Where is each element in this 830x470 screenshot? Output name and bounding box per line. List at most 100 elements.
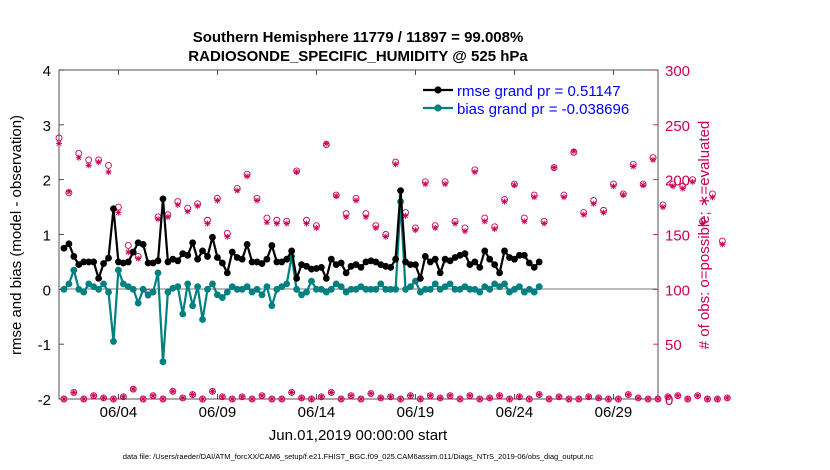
rmse-point	[174, 257, 182, 265]
bias-point	[367, 285, 375, 293]
bias-point	[471, 285, 479, 293]
bias-point	[204, 285, 211, 293]
obs-evaluated-marker	[669, 183, 676, 190]
rmse-point	[60, 244, 68, 252]
obs-evaluated-marker	[719, 241, 726, 248]
obs-evaluated-marker	[471, 168, 478, 175]
rmse-point	[194, 255, 202, 263]
bias-point	[149, 288, 157, 296]
bias-point	[248, 288, 256, 296]
obs-evaluated-marker	[397, 396, 404, 402]
obs-evaluated-marker	[570, 148, 577, 155]
obs-evaluated-marker	[219, 393, 226, 400]
obs-evaluated-marker	[70, 389, 77, 396]
obs-evaluated-marker	[536, 391, 543, 398]
rmse-point	[515, 251, 523, 259]
obs-evaluated-marker	[412, 227, 419, 234]
obs-evaluated-marker	[303, 220, 310, 227]
bias-point	[352, 285, 360, 293]
bias-point	[357, 283, 365, 290]
bias-point	[491, 280, 499, 288]
rmse-point	[372, 258, 380, 266]
bias-point	[402, 285, 409, 293]
chart-title-line2: RADIOSONDE_SPECIFIC_HUMIDITY @ 525 hPa	[188, 48, 528, 65]
bias-point	[70, 266, 78, 274]
bias-point	[377, 280, 385, 288]
bias-point	[253, 285, 261, 293]
obs-evaluated-marker	[407, 392, 414, 399]
rmse-point	[199, 247, 206, 255]
obs-evaluated-marker	[580, 211, 587, 218]
right-tick-label: 250	[665, 118, 690, 135]
obs-evaluated-marker	[254, 197, 261, 204]
bias-point	[164, 288, 172, 296]
legend-bias-label: bias grand pr = -0.038696	[457, 101, 629, 118]
x-tick-label: 06/24	[496, 404, 534, 421]
plot-area	[58, 69, 659, 400]
bias-point	[476, 288, 484, 296]
bias-point	[466, 285, 474, 293]
obs-evaluated-marker	[674, 392, 681, 399]
obs-evaluated-marker	[338, 396, 345, 402]
obs-evaluated-marker	[85, 162, 92, 169]
obs-evaluated-marker	[377, 394, 384, 401]
rmse-point	[466, 261, 474, 269]
rmse-point	[416, 274, 424, 282]
obs-evaluated-marker	[328, 389, 335, 396]
right-tick-label: 0	[665, 392, 673, 409]
rmse-point	[263, 255, 271, 263]
obs-evaluated-marker	[100, 394, 107, 401]
obs-evaluated-marker	[392, 161, 399, 168]
obs-evaluated-marker	[432, 224, 439, 231]
rmse-point	[80, 258, 88, 266]
rmse-point	[159, 195, 167, 203]
obs-evaluated-marker	[140, 396, 147, 402]
obs-evaluated-marker	[402, 212, 409, 219]
obs-evaluated-marker	[174, 201, 181, 208]
x-axis-label: Jun.01,2019 00:00:00 start	[269, 427, 448, 444]
obs-evaluated-marker	[590, 200, 597, 207]
rmse-point	[110, 205, 117, 213]
bias-point	[308, 277, 315, 285]
obs-evaluated-marker	[427, 392, 434, 399]
legend-bias-marker	[434, 104, 442, 112]
obs-evaluated-marker	[422, 181, 429, 188]
bias-point	[436, 285, 444, 293]
rmse-point	[496, 269, 503, 277]
bias-point	[243, 283, 251, 290]
bias-point	[179, 310, 187, 318]
obs-evaluated-marker	[610, 183, 617, 190]
obs-evaluated-marker	[110, 396, 117, 402]
obs-evaluated-marker	[293, 168, 300, 175]
bias-point	[486, 285, 494, 293]
bias-point	[342, 288, 350, 296]
rmse-point	[139, 240, 147, 248]
obs-evaluated-marker	[75, 154, 82, 161]
bias-point	[407, 283, 414, 290]
bias-point	[154, 269, 162, 277]
bias-point	[119, 280, 127, 288]
rmse-point	[144, 259, 152, 267]
rmse-point	[129, 248, 137, 256]
bias-point	[382, 285, 390, 293]
rmse-point	[352, 261, 360, 269]
bias-point	[273, 285, 281, 293]
bias-point	[129, 285, 137, 293]
rmse-point	[124, 258, 132, 266]
left-tick-label: -1	[38, 337, 51, 354]
obs-evaluated-marker	[155, 216, 162, 223]
obs-evaluated-marker	[189, 391, 196, 398]
rmse-point	[105, 254, 112, 262]
obs-evaluated-marker	[150, 392, 157, 399]
rmse-point	[525, 259, 533, 267]
bias-point	[530, 288, 538, 296]
obs-evaluated-marker	[90, 392, 97, 399]
obs-evaluated-marker	[125, 249, 132, 256]
obs-evaluated-marker	[575, 396, 582, 402]
bias-point	[214, 291, 221, 299]
obs-evaluated-marker	[635, 394, 642, 401]
obs-evaluated-marker	[456, 396, 463, 402]
rmse-point	[228, 248, 236, 256]
rmse-point	[95, 274, 103, 282]
obs-evaluated-marker	[476, 396, 483, 402]
